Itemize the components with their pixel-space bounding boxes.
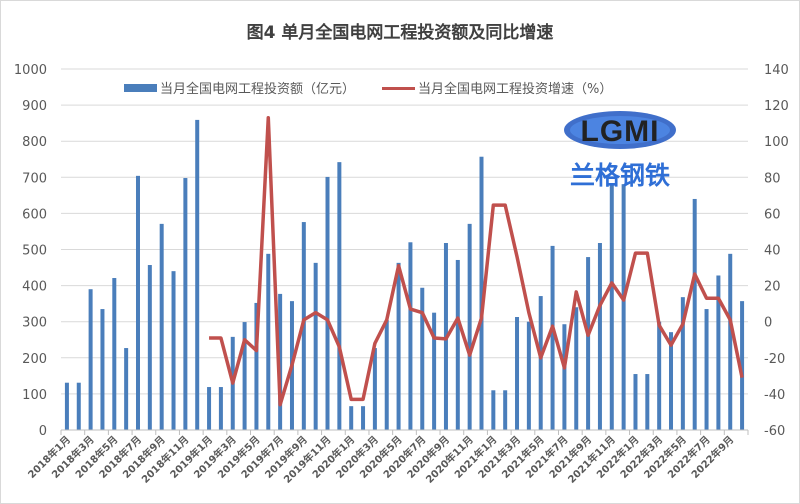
svg-text:LGMI: LGMI: [581, 115, 660, 148]
bar: [586, 257, 591, 430]
y-left-tick-label: 100: [22, 388, 47, 403]
legend-line-swatch: [382, 87, 415, 90]
svg-text:兰格钢铁: 兰格钢铁: [570, 161, 670, 190]
bar: [372, 348, 377, 430]
bar: [597, 243, 602, 430]
bar: [135, 175, 140, 430]
y-left-tick-label: 400: [22, 280, 47, 295]
bar: [633, 374, 638, 430]
bar: [562, 324, 567, 430]
bar: [195, 119, 200, 430]
bar: [526, 321, 531, 430]
y-left-tick-label: 600: [22, 207, 47, 222]
bar: [218, 387, 223, 430]
y-left-tick-label: 800: [22, 135, 47, 150]
legend-line-label: 当月全国电网工程投资增速（%）: [418, 81, 612, 97]
bar: [396, 262, 401, 430]
bar: [147, 265, 152, 430]
bar: [692, 198, 697, 430]
bar: [408, 242, 413, 430]
bar: [254, 302, 259, 430]
bar: [337, 162, 342, 430]
y-right-tick-label: 140: [764, 63, 789, 78]
bar: [479, 156, 484, 430]
y-right-tick-label: 100: [764, 135, 789, 150]
bar: [716, 275, 721, 430]
y-left-tick-label: 1000: [14, 63, 47, 78]
legend-bar-label: 当月全国电网工程投资额（亿元）: [160, 81, 355, 97]
y-right-tick-label: 40: [764, 244, 781, 259]
bar: [349, 406, 354, 430]
growth-line: [209, 115, 744, 407]
bar: [550, 245, 555, 430]
y-right-tick-label: 20: [764, 280, 781, 295]
bar: [728, 253, 733, 430]
bar: [645, 374, 650, 430]
bar: [420, 287, 425, 430]
y-left-tick-label: 200: [22, 352, 47, 367]
chart-title: 图4 单月全国电网工程投资额及同比增速: [246, 23, 554, 43]
bar: [183, 178, 188, 430]
bar: [207, 387, 212, 430]
bar: [669, 332, 674, 430]
bar: [171, 271, 176, 430]
bar: [64, 382, 69, 430]
bar: [361, 406, 366, 430]
bar: [538, 296, 543, 430]
bar: [124, 348, 129, 430]
bar: [680, 297, 685, 430]
bar: [384, 319, 389, 430]
bar: [325, 176, 330, 430]
y-right-tick-label: 120: [764, 99, 789, 114]
bar: [467, 223, 472, 430]
y-right-tick-label: 80: [764, 171, 781, 186]
bar: [242, 322, 247, 430]
bar: [313, 262, 318, 430]
y-right-tick-label: -20: [764, 352, 785, 367]
bar: [704, 309, 709, 430]
bar: [621, 184, 626, 430]
bar: [112, 278, 117, 430]
bar: [503, 390, 508, 430]
watermark-logo: LGMI 兰格钢铁: [564, 111, 676, 190]
bar: [515, 317, 520, 430]
y-left-tick-label: 300: [22, 316, 47, 331]
bar: [266, 253, 271, 430]
y-right-tick-label: 60: [764, 207, 781, 222]
bar: [574, 307, 579, 430]
bar: [278, 293, 283, 430]
bar: [455, 259, 460, 430]
y-right-tick-label: 0: [764, 316, 772, 331]
bar: [100, 309, 105, 430]
bar: [657, 321, 662, 430]
bar: [740, 301, 745, 430]
y-left-tick-label: 900: [22, 99, 47, 114]
y-right-tick-label: -60: [764, 424, 785, 439]
legend-bar-swatch: [124, 84, 157, 92]
bar: [609, 184, 614, 430]
bar: [491, 390, 496, 430]
bar: [88, 289, 93, 430]
bar: [76, 382, 81, 430]
bar: [432, 312, 437, 430]
y-left-tick-label: 700: [22, 171, 47, 186]
y-right-tick-label: -40: [764, 388, 785, 403]
legend: 当月全国电网工程投资额（亿元） 当月全国电网工程投资增速（%）: [124, 81, 612, 97]
bar: [159, 223, 164, 430]
y-left-tick-label: 0: [39, 424, 47, 439]
y-left-tick-label: 500: [22, 244, 47, 259]
